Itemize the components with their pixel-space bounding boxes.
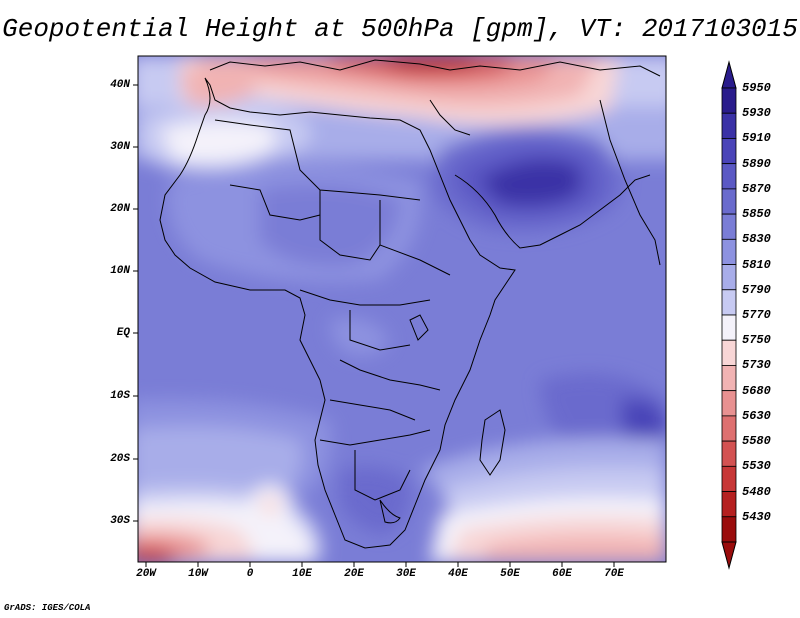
colorbar-label: 5480 [742, 484, 771, 499]
height-field [138, 56, 666, 562]
lat-label-20n: 20N [110, 203, 130, 215]
grads-credit: GrADS: IGES/COLA [4, 603, 91, 613]
lat-label-20s: 20S [110, 453, 130, 465]
lon-label-70e: 70E [604, 568, 624, 580]
lat-label-10n: 10N [110, 265, 130, 277]
lat-label-eq: EQ [116, 327, 130, 339]
colorbar-label: 5730 [742, 358, 771, 373]
colorbar-label: 5530 [742, 459, 771, 474]
coastline-borders [159, 59, 661, 549]
colorbar-label: 5430 [742, 509, 771, 524]
colorbar-label: 5750 [742, 333, 771, 348]
colorbar-label: 5850 [742, 207, 771, 222]
colorbar-label: 5810 [742, 257, 771, 272]
colorbar-label: 5950 [742, 81, 771, 95]
colorbar-label: 5910 [742, 131, 771, 146]
colorbar-label: 5930 [742, 106, 771, 121]
lat-label-40n: 40N [110, 79, 130, 91]
lat-label-30s: 30S [110, 515, 130, 527]
lon-label-20e: 20E [344, 568, 364, 580]
colorbar-label: 5630 [742, 408, 771, 423]
lon-label-60e: 60E [552, 568, 572, 580]
lon-label-20w: 20W [136, 568, 156, 580]
chart-title: Geopotential Height at 500hPa [gpm], VT:… [2, 14, 798, 44]
lon-label-50e: 50E [500, 568, 520, 580]
lon-label-10e: 10E [292, 568, 312, 580]
colorbar-label: 5870 [742, 181, 771, 196]
colorbar-label: 5890 [742, 156, 771, 171]
colorbar-label: 5790 [742, 282, 771, 297]
axis-ticks [133, 84, 615, 567]
lon-label-0: 0 [246, 568, 254, 580]
colorbar-label: 5580 [742, 434, 771, 449]
plot-frame [137, 55, 667, 563]
lat-label-30n: 30N [110, 141, 130, 153]
colorbar-label: 5680 [742, 383, 771, 398]
lon-label-10w: 10W [188, 568, 208, 580]
lon-label-40e: 40E [448, 568, 468, 580]
lat-label-10s: 10S [110, 390, 130, 402]
colorbar-label: 5770 [742, 308, 771, 322]
colorbar-label: 5830 [742, 232, 771, 247]
lon-label-30e: 30E [396, 568, 416, 580]
